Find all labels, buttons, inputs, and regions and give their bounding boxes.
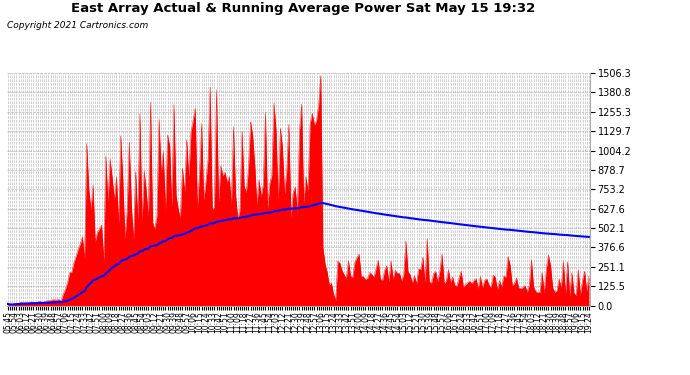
Text: East Array Actual & Running Average Power Sat May 15 19:32: East Array Actual & Running Average Powe…	[72, 2, 535, 15]
Text: Copyright 2021 Cartronics.com: Copyright 2021 Cartronics.com	[7, 21, 148, 30]
